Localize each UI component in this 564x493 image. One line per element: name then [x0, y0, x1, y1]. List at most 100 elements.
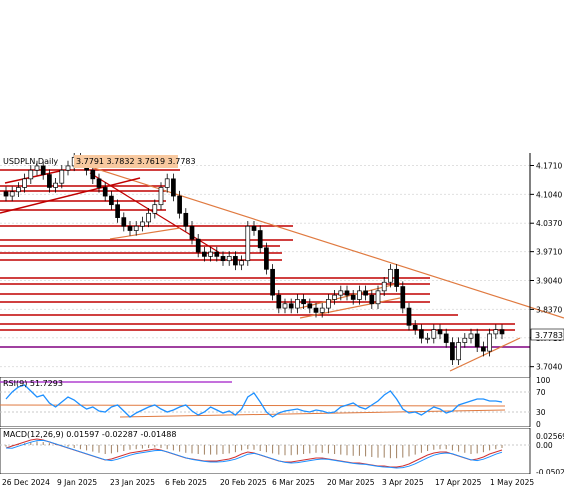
candle — [140, 216, 145, 232]
candle — [109, 190, 114, 210]
candle — [450, 337, 455, 365]
rsi-label: RSI(9) 51.7293 — [3, 379, 63, 388]
candle — [357, 285, 362, 305]
macd-label: MACD(12,26,9) 0.01597 -0.02287 -0.01488 — [3, 430, 176, 439]
candle — [251, 221, 257, 236]
price-tick-label: 3.9040 — [536, 277, 562, 286]
candle — [462, 333, 468, 348]
time-axis: 26 Dec 2024 9 Jan 2025 23 Jan 2025 6 Feb 20… — [0, 474, 564, 488]
macd-signal-line — [5, 439, 503, 469]
candle — [394, 264, 399, 292]
candle — [264, 242, 269, 275]
candle — [282, 298, 288, 314]
candle — [375, 285, 381, 309]
candle — [28, 165, 34, 185]
downtrend-line — [71, 160, 564, 319]
date-label: 23 Jan 2025 — [110, 478, 155, 487]
candlestick-series — [3, 152, 505, 365]
candle — [9, 186, 15, 202]
candle — [115, 199, 120, 223]
candle — [350, 289, 356, 305]
candle — [295, 294, 300, 314]
candle — [65, 160, 71, 176]
candle — [90, 165, 96, 185]
price-tick-label: 4.1710 — [536, 161, 562, 170]
rsi-tick-label: 100 — [536, 377, 551, 385]
candle — [363, 285, 368, 301]
candle — [133, 221, 139, 236]
macd-tick-label: 0.00 — [536, 441, 553, 450]
candle — [127, 221, 133, 236]
candle — [301, 294, 306, 309]
candle — [381, 277, 387, 297]
candle — [53, 177, 58, 193]
date-label: 20 Feb 2025 — [220, 478, 267, 487]
candle — [456, 337, 461, 365]
candle — [388, 264, 393, 288]
candle — [338, 285, 344, 301]
candle — [40, 160, 46, 180]
date-label: 9 Jan 2025 — [57, 478, 97, 487]
candle — [220, 251, 226, 266]
candle — [425, 333, 430, 344]
rsi-tick-label: 0 — [536, 420, 541, 427]
candle — [47, 169, 52, 193]
header-highlight — [74, 155, 178, 168]
date-label: 26 Dec 2024 — [2, 478, 50, 487]
channel-line — [109, 227, 181, 240]
candle — [493, 324, 499, 340]
price-tick-label: 4.0370 — [536, 219, 562, 228]
time-axis-labels: 26 Dec 2024 9 Jan 2025 23 Jan 2025 6 Feb 20… — [2, 478, 534, 487]
candle — [183, 208, 189, 232]
date-label: 20 Mar 2025 — [327, 478, 375, 487]
candle — [233, 251, 238, 271]
candle — [214, 246, 220, 262]
date-label: 6 Feb 2025 — [165, 478, 207, 487]
symbol-timeframe: USDPLN,Daily — [3, 157, 58, 166]
candle — [270, 264, 275, 301]
candle — [96, 173, 102, 193]
candle — [431, 324, 437, 344]
rsi-trendline — [119, 409, 506, 418]
candle — [102, 182, 108, 202]
candle — [245, 221, 251, 266]
candle — [16, 182, 21, 197]
macd-histogram — [5, 441, 503, 459]
candle — [344, 285, 350, 301]
macd-panel[interactable]: MACD(12,26,9) 0.01597 -0.02287 -0.01488 … — [0, 427, 564, 477]
candle — [307, 298, 313, 314]
uptrend-line — [0, 177, 141, 214]
rsi-chart[interactable]: RSI(9) 51.7293 100 70 30 0 — [0, 376, 564, 429]
price-chart[interactable]: USDPLN,Daily 3.7791 3.7832 3.7619 3.7783… — [0, 152, 564, 377]
candle — [437, 324, 443, 340]
candle — [400, 281, 406, 314]
rsi-line — [5, 384, 503, 418]
rsi-panel[interactable]: RSI(9) 51.7293 100 70 30 0 — [0, 376, 564, 429]
candle — [468, 328, 474, 344]
candle — [313, 302, 319, 318]
candle — [481, 341, 486, 357]
candle — [443, 328, 449, 348]
candle — [195, 233, 201, 258]
date-label: 17 Apr 2025 — [435, 478, 482, 487]
candle — [158, 182, 164, 210]
candle — [419, 324, 424, 344]
price-chart-panel[interactable]: USDPLN,Daily 3.7791 3.7832 3.7619 3.7783… — [0, 152, 564, 377]
macd-tick-label: -0.05029 — [536, 468, 564, 474]
candle — [369, 289, 375, 309]
candle — [257, 225, 263, 253]
candle — [202, 246, 207, 262]
candle — [171, 173, 176, 202]
candle — [121, 212, 127, 232]
candle — [146, 208, 151, 228]
macd-chart[interactable]: MACD(12,26,9) 0.01597 -0.02287 -0.01488 … — [0, 427, 564, 477]
candle — [152, 199, 158, 219]
candle — [226, 251, 232, 266]
channel-line — [299, 297, 401, 319]
date-label: 3 Apr 2025 — [382, 478, 424, 487]
candle — [474, 328, 480, 353]
candle — [499, 324, 505, 340]
candle — [59, 165, 65, 189]
uptrend-line — [449, 337, 521, 372]
